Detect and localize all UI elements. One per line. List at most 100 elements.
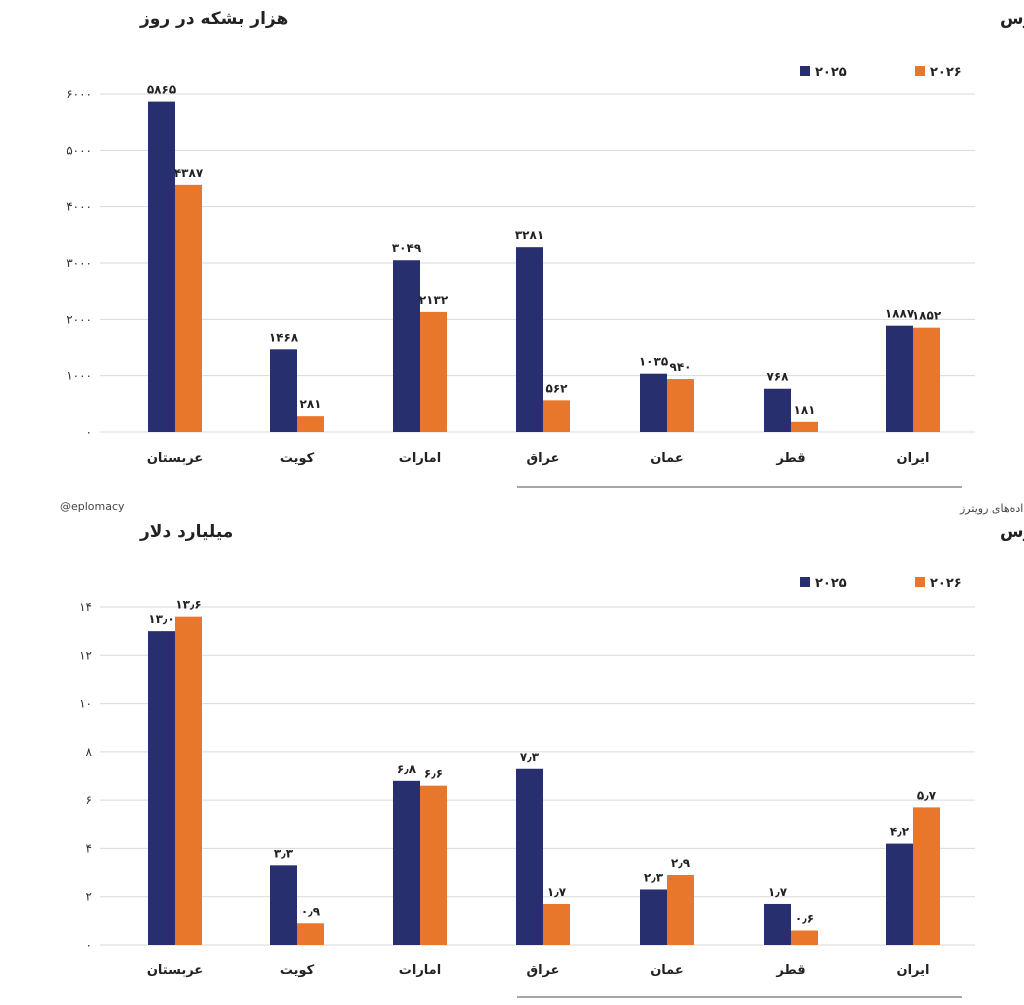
bar-0 xyxy=(886,843,913,945)
category-label: قطر xyxy=(775,963,805,978)
bar-1 xyxy=(297,923,324,945)
data-label: ۲٫۹ xyxy=(671,856,691,870)
y-tick-label: ۱۴ xyxy=(79,600,92,614)
bar-1 xyxy=(913,327,940,432)
data-label: ۱۴۶۸ xyxy=(269,330,299,344)
bar-0 xyxy=(270,349,297,432)
legend-label-0: ۲۰۲۵ xyxy=(815,65,847,80)
bar-0 xyxy=(640,889,667,945)
category-label: عمان xyxy=(650,963,684,978)
bar-0 xyxy=(886,325,913,432)
bar-1 xyxy=(297,416,324,432)
data-label: ۱۸۱ xyxy=(794,403,816,417)
data-label: ۱۳٫۰ xyxy=(148,612,174,626)
chart-title: ارزش صادرات نفت خام و میعانات گازی کشوره… xyxy=(1000,521,1024,542)
y-tick-label: ۰ xyxy=(86,425,92,439)
data-label: ۳۰۴۹ xyxy=(392,241,422,255)
bar-0 xyxy=(148,631,175,945)
data-label: ۲۱۳۲ xyxy=(419,293,449,307)
bar-1 xyxy=(791,421,818,432)
legend-swatch-0 xyxy=(800,66,810,76)
source-label: منبع: نمودار اپلماسی بر حسب داده‌های روی… xyxy=(959,502,1024,515)
data-label: ۵۶۲ xyxy=(546,381,569,395)
data-label: ۷٫۳ xyxy=(520,750,540,764)
category-label: عمان xyxy=(650,451,684,466)
y-tick-label: ۶۰۰۰ xyxy=(66,87,92,101)
y-tick-label: ۱۰۰۰ xyxy=(66,369,92,383)
data-label: ۳۲۸۱ xyxy=(515,228,544,242)
category-label: امارات xyxy=(399,451,441,466)
bar-1 xyxy=(543,903,570,945)
category-label: عربستان xyxy=(147,451,203,466)
bar-0 xyxy=(640,373,667,432)
y-tick-label: ۸ xyxy=(86,745,93,759)
chart-title: حجم صادرات نفت خام و میعانات گازی کشورها… xyxy=(1000,8,1024,29)
bar-0 xyxy=(516,247,543,432)
bar-0 xyxy=(764,388,791,432)
y-tick-label: ۰ xyxy=(86,938,92,952)
y-tick-label: ۵۰۰۰ xyxy=(66,143,92,157)
data-label: ۱۸۵۲ xyxy=(912,309,942,323)
y-tick-label: ۱۲ xyxy=(79,648,92,662)
category-label: امارات xyxy=(399,963,441,978)
category-label: ایران xyxy=(897,963,930,978)
data-label: ۴۳۸۷ xyxy=(174,166,204,180)
legend-swatch-1 xyxy=(915,577,925,587)
category-label: قطر xyxy=(775,451,805,466)
data-label: ۵٫۷ xyxy=(917,788,937,802)
data-label: ۶٫۶ xyxy=(424,767,443,781)
y-tick-label: ۱۰ xyxy=(79,697,92,711)
handle-label: @eplomacy xyxy=(60,500,125,513)
bar-1 xyxy=(543,400,570,432)
data-label: ۰٫۶ xyxy=(795,912,814,926)
y-axis-unit-label: هزار بشکه در روز xyxy=(139,9,288,29)
category-label: عراق xyxy=(526,451,559,466)
data-label: ۶٫۸ xyxy=(397,762,417,776)
bar-0 xyxy=(270,865,297,945)
bar-1 xyxy=(420,785,447,945)
bar-1 xyxy=(791,930,818,945)
data-label: ۱٫۷ xyxy=(547,885,567,899)
data-label: ۰٫۹ xyxy=(301,904,321,918)
y-axis-unit-label: میلیارد دلار xyxy=(139,522,233,542)
category-label: ایران xyxy=(897,451,930,466)
y-tick-label: ۲ xyxy=(86,890,92,904)
bar-0 xyxy=(516,768,543,945)
data-label: ۱۰۳۵ xyxy=(639,355,668,369)
y-tick-label: ۶ xyxy=(86,793,92,807)
category-label: کویت xyxy=(280,963,315,978)
data-label: ۲٫۳ xyxy=(644,870,664,884)
bar-1 xyxy=(667,379,694,432)
y-tick-label: ۴ xyxy=(86,841,92,855)
bar-0 xyxy=(393,260,420,432)
y-tick-label: ۳۰۰۰ xyxy=(66,256,92,270)
legend-label-1: ۲۰۲۶ xyxy=(930,576,962,591)
data-label: ۱۳٫۶ xyxy=(175,598,201,612)
data-label: ۳٫۳ xyxy=(274,846,294,860)
data-label: ۹۴۰ xyxy=(670,360,692,374)
category-label: عراق xyxy=(526,963,559,978)
legend-swatch-1 xyxy=(915,66,925,76)
bar-1 xyxy=(667,874,694,945)
bar-1 xyxy=(913,807,940,945)
category-label: عربستان xyxy=(147,963,203,978)
data-label: ۵۸۶۵ xyxy=(147,83,176,97)
data-label: ۱٫۷ xyxy=(768,885,788,899)
data-label: ۷۶۸ xyxy=(767,370,790,384)
legend-swatch-0 xyxy=(800,577,810,587)
bar-0 xyxy=(148,101,175,432)
y-tick-label: ۴۰۰۰ xyxy=(66,200,92,214)
bar-1 xyxy=(175,616,202,945)
legend-label-1: ۲۰۲۶ xyxy=(930,65,962,80)
category-label: کویت xyxy=(280,451,315,466)
data-label: ۴٫۲ xyxy=(890,825,910,839)
legend-label-0: ۲۰۲۵ xyxy=(815,576,847,591)
y-tick-label: ۲۰۰۰ xyxy=(66,312,92,326)
data-label: ۱۸۸۷ xyxy=(885,307,915,321)
bar-1 xyxy=(420,311,447,432)
data-label: ۲۸۱ xyxy=(300,397,322,411)
bar-0 xyxy=(764,903,791,945)
bar-1 xyxy=(175,184,202,432)
bar-0 xyxy=(393,780,420,945)
